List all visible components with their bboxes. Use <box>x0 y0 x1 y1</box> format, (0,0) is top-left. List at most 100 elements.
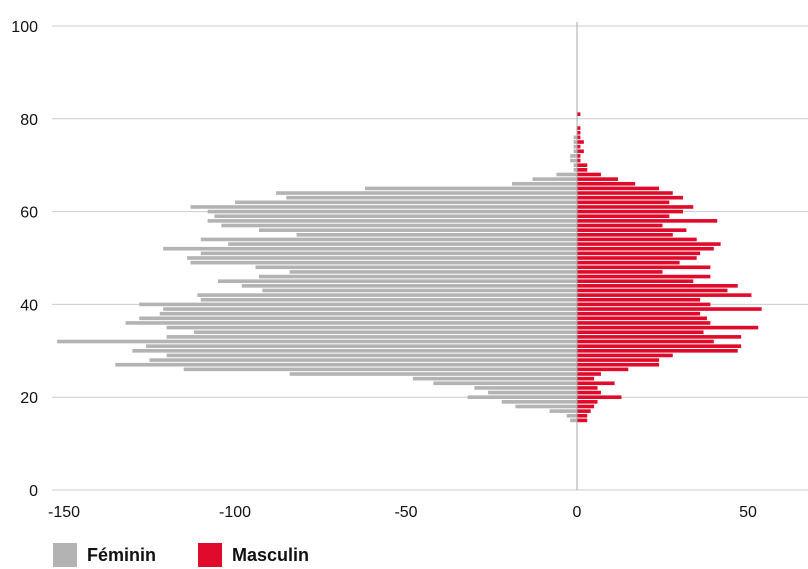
male-bar <box>577 163 588 168</box>
y-tick-label: 60 <box>20 205 38 222</box>
female-bar <box>566 413 577 418</box>
male-bar <box>577 214 670 219</box>
male-bar <box>577 172 601 177</box>
legend-item-female: Féminin <box>53 543 156 567</box>
male-bar <box>577 372 601 376</box>
female-bar <box>190 205 578 209</box>
legend-swatch-female <box>53 543 77 567</box>
y-tick-label: 20 <box>20 390 38 407</box>
male-bar <box>577 321 711 325</box>
male-bar <box>577 219 718 223</box>
x-tick-label: 0 <box>573 504 582 521</box>
male-bar <box>577 288 728 293</box>
female-bar <box>207 219 577 223</box>
male-bar <box>577 256 697 260</box>
female-bar <box>207 209 577 214</box>
female-bar <box>433 381 577 386</box>
male-bar <box>577 409 591 413</box>
male-bar <box>577 335 742 339</box>
male-bar <box>577 274 711 279</box>
female-bar <box>512 181 577 186</box>
female-bar <box>364 186 577 191</box>
female-bar <box>255 265 577 270</box>
female-bar <box>289 372 577 376</box>
female-bars <box>57 135 578 423</box>
male-bar <box>577 200 670 205</box>
male-bar <box>577 112 581 116</box>
male-bar <box>577 339 714 344</box>
legend: Féminin Masculin <box>53 543 351 567</box>
female-bar <box>132 348 577 353</box>
x-tick-label: -100 <box>219 504 251 521</box>
male-bar <box>577 413 588 418</box>
male-bar <box>577 311 701 316</box>
male-bar <box>577 381 615 386</box>
male-bar <box>577 353 673 358</box>
male-bar <box>577 376 595 381</box>
male-bar <box>577 270 663 274</box>
male-bar <box>577 191 673 195</box>
female-bar <box>289 270 577 274</box>
y-tick-label: 40 <box>20 297 38 314</box>
male-bar <box>577 228 687 232</box>
male-bar <box>577 293 752 297</box>
female-bar <box>296 232 577 237</box>
female-bar <box>193 330 577 335</box>
female-bar <box>163 307 577 311</box>
female-bar <box>241 284 577 288</box>
male-bar <box>577 418 588 423</box>
male-bar <box>577 265 711 270</box>
female-bar <box>573 144 577 149</box>
male-bar <box>577 186 660 191</box>
x-tick-label: 50 <box>739 504 757 521</box>
male-bar <box>577 181 636 186</box>
male-bar <box>577 325 759 330</box>
male-bar <box>577 330 704 335</box>
male-bar <box>577 205 694 209</box>
male-bar <box>577 177 619 181</box>
female-bar <box>258 228 577 232</box>
x-tick-label: -50 <box>394 504 417 521</box>
male-bar <box>577 144 581 149</box>
female-bar <box>276 191 577 195</box>
male-bar <box>577 362 660 367</box>
female-bar <box>125 321 577 325</box>
female-bar <box>286 195 577 200</box>
female-bar <box>228 242 577 246</box>
x-axis-tick-labels: -150 -100 -50 0 50 <box>48 504 757 521</box>
female-bar <box>200 251 578 256</box>
male-bar <box>577 242 721 246</box>
female-bar <box>166 353 577 358</box>
legend-item-male: Masculin <box>198 543 309 567</box>
male-bar <box>577 404 595 409</box>
female-bar <box>187 256 577 260</box>
legend-label-female: Féminin <box>87 544 157 565</box>
male-bar <box>577 386 598 390</box>
female-bar <box>159 311 577 316</box>
female-bar <box>573 149 577 154</box>
male-bar <box>577 400 598 404</box>
female-bar <box>139 316 578 321</box>
legend-label-male: Masculin <box>232 544 310 565</box>
male-bar <box>577 348 738 353</box>
female-bar <box>115 362 578 367</box>
male-bars <box>577 112 762 423</box>
male-bar <box>577 126 581 130</box>
female-bar <box>163 246 577 251</box>
female-bar <box>221 223 577 228</box>
male-bar <box>577 260 680 265</box>
male-bar <box>577 232 673 237</box>
female-bar <box>235 200 577 205</box>
male-bar <box>577 279 694 284</box>
male-bar <box>577 297 701 302</box>
male-bar <box>577 130 581 135</box>
y-axis-tick-labels: 0 20 40 60 80 100 <box>11 19 38 500</box>
male-bar <box>577 284 738 288</box>
female-bar <box>166 325 577 330</box>
male-bar <box>577 149 584 154</box>
male-bar <box>577 302 711 307</box>
male-bar <box>577 140 584 144</box>
male-bar <box>577 307 762 311</box>
female-bar <box>573 135 577 140</box>
female-bar <box>412 376 577 381</box>
